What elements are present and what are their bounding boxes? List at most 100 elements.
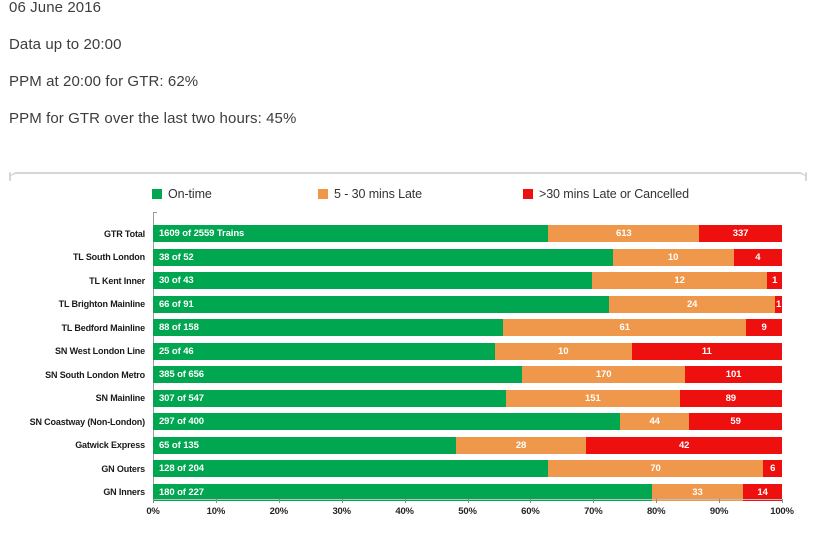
bar-value: 9 [761,322,767,334]
chart-row: GN Outers 128 of 204 70 6 [10,457,792,481]
axis-tick-label: 50% [458,506,477,517]
bar-track: 66 of 91 24 1 [153,295,782,313]
bar-segment-cancelled: 6 [763,460,782,478]
legend-item-30-late-cancelled: >30 mins Late or Cancelled [523,187,689,201]
bar-segment-cancelled: 59 [689,413,782,431]
axis-tick-label: 70% [584,506,603,517]
bar-segment-late: 28 [455,436,587,454]
legend-item-on-time: On-time [152,187,212,201]
chart-row: SN Mainline 307 of 547 151 89 [10,387,792,411]
bar-value: 297 of 400 [159,416,204,428]
bar-value: 10 [667,251,679,263]
chart-row: TL Brighton Mainline 66 of 91 24 1 [10,293,792,317]
bar-value: 88 of 158 [159,322,199,334]
bar-segment-on-time: 38 of 52 [153,248,613,266]
bar-segment-late: 44 [620,413,690,431]
bar-segment-late: 61 [503,319,747,337]
axis-tick [593,499,595,503]
bar-segment-late: 70 [547,460,764,478]
bar-value: 307 of 547 [159,392,204,404]
axis-tick-label: 100% [770,506,794,517]
bar-value: 38 of 52 [159,251,194,263]
bar-value: 170 [595,369,612,381]
bar-value: 25 of 46 [159,345,194,357]
bar-track: 1609 of 2559 Trains 613 337 [153,225,782,243]
bar-segment-late: 10 [494,342,632,360]
ppm-current-line: PPM at 20:00 for GTR: 62% [9,73,199,90]
row-label: TL Bedford Mainline [61,322,146,333]
bar-segment-late: 33 [651,483,744,501]
bar-value: 65 of 135 [159,439,199,451]
chart-row: SN Coastway (Non-London) 297 of 400 44 59 [10,410,792,434]
bar-value: 101 [725,369,742,381]
axis-tick-label: 60% [521,506,540,517]
bar-segment-cancelled: 101 [685,366,782,384]
row-label: SN Mainline [95,393,146,404]
bar-segment-on-time: 25 of 46 [153,342,495,360]
bar-value: 1 [775,298,782,310]
chart-row: SN South London Metro 385 of 656 170 101 [10,363,792,387]
bar-value: 61 [619,322,630,334]
bar-segment-late: 613 [548,225,700,243]
axis-tick [404,499,406,503]
bar-value: 12 [674,275,685,287]
bar-track: 180 of 227 33 14 [153,483,782,501]
legend-swatch-red [523,189,533,199]
bar-segment-late: 170 [522,366,686,384]
bar-segment-cancelled: 9 [746,319,782,337]
legend-item-5-30-late: 5 - 30 mins Late [318,187,422,201]
axis-tick-label: 20% [269,506,289,517]
chart-row: TL South London 38 of 52 10 4 [10,246,792,270]
row-label: GTR Total [104,228,145,239]
row-label: SN Coastway (Non-London) [29,416,146,427]
axis-tick [782,499,783,503]
bar-track: 38 of 52 10 4 [153,248,782,266]
bar-segment-cancelled: 42 [586,436,782,454]
data-up-to-line: Data up to 20:00 [9,36,122,53]
row-label: SN West London Line [55,346,145,357]
bar-segment-late: 151 [506,389,680,407]
row-label: GN Outers [101,463,145,474]
bar-segment-late: 10 [612,248,734,266]
bar-segment-on-time: 180 of 227 [153,483,652,501]
row-label: SN South London Metro [45,369,145,380]
bar-track: 25 of 46 10 11 [153,342,782,360]
bar-value: 6 [770,463,776,475]
bar-segment-on-time: 30 of 43 [153,272,592,290]
bar-track: 385 of 656 170 101 [153,366,782,384]
row-label: TL Kent Inner [89,275,145,286]
bar-value: 180 of 227 [159,486,204,498]
bar-value: 128 of 204 [159,463,204,475]
axis-tick [153,499,154,503]
bar-value: 4 [755,251,761,263]
axis-tick [656,499,658,503]
bar-track: 297 of 400 44 59 [153,413,782,431]
bar-value: 385 of 656 [159,369,204,381]
axis-tick [278,499,280,503]
row-label: GN Inners [103,487,145,498]
bar-value: 10 [558,345,569,357]
bar-segment-on-time: 1609 of 2559 Trains [153,225,549,243]
bar-segment-on-time: 385 of 656 [153,366,523,384]
bar-value: 1609 of 2559 Trains [159,228,245,240]
bar-track: 307 of 547 151 89 [153,389,782,407]
x-axis: 0% 10% 20% 30% 40% 50% 60% 70% 80% 90% 100% [146,499,794,517]
chart-row: SN West London Line 25 of 46 10 11 [10,340,792,364]
axis-tick-label: 10% [206,506,226,517]
bar-segment-cancelled: 89 [679,389,782,407]
axis-tick-label: 40% [395,506,414,517]
bar-segment-on-time: 307 of 547 [153,389,507,407]
axis-tick [341,499,343,503]
axis-tick [719,499,721,503]
ppm-two-hour-line: PPM for GTR over the last two hours: 45% [9,110,297,127]
row-label: TL Brighton Mainline [58,299,145,310]
bar-segment-late: 12 [591,272,768,290]
bar-segment-on-time: 128 of 204 [153,460,548,478]
row-label: Gatwick Express [75,440,145,451]
bar-segment-cancelled: 1 [775,295,782,313]
bar-value: 42 [678,439,690,451]
bar-segment-on-time: 88 of 158 [153,319,504,337]
legend-label: >30 mins Late or Cancelled [539,187,689,201]
legend-swatch-green [152,189,162,199]
bar-track: 30 of 43 12 1 [153,272,782,290]
